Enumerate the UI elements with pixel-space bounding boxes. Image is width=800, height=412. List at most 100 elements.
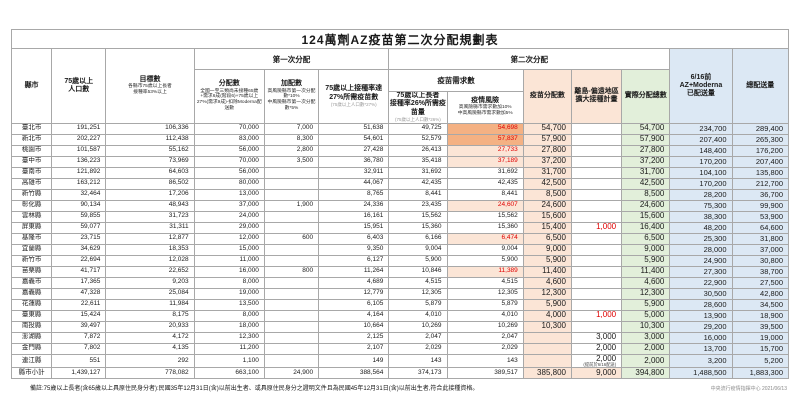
col-header-island: 離島-偏遠地區 擴大接種計畫 [570,69,623,124]
table-row: 南投縣 39,497 20,933 18,000 10,664 10,269 10,269 1… [10,320,790,333]
cell-target: 31,311 [105,221,195,234]
cell-total: 15,700 [731,342,790,355]
cell-alloc2: 6,500 [522,232,572,245]
cell-target: 48,943 [105,199,195,212]
cell-pop: 163,212 [51,177,107,190]
cell-extra1 [263,188,320,201]
cell-name: 澎湖縣 [10,331,53,344]
cell-need26: 52,579 [388,133,448,146]
cell-need26: 10,269 [388,320,448,333]
cell-delivered: 3,200 [669,353,733,369]
cell-need27: 12,779 [318,287,390,300]
footnote: 備註:75歲以上長者(含65歲以上具原住民身分者):民國35年12月31日(含)… [30,386,479,392]
cell-alloc1: 12,000 [193,232,265,245]
cell-island [570,166,623,179]
cell-need27: 24,336 [318,199,390,212]
cell-need27: 4,689 [318,276,390,289]
cell-alloc2: 57,900 [522,133,572,146]
footer: 備註:75歲以上長者(含65歲以上具原住民身分者):民國35年12月31日(含)… [30,383,787,392]
page-title: 124萬劑AZ疫苗第二次分配規劃表 [11,29,789,49]
cell-island: 9,000 [570,367,623,380]
cell-alloc2: 9,000 [522,243,572,256]
cell-total: 1,883,300 [731,367,790,380]
cell-pop: 90,134 [51,199,107,212]
cell-actual: 5,900 [621,254,671,267]
risk-label: 疫情風險 [471,97,500,105]
cell-extra1: 3,500 [263,155,320,168]
cell-alloc1: 70,000 [193,155,265,168]
cell-name: 連江縣 [10,353,53,369]
cell-pop: 41,717 [51,265,107,278]
cell-pop: 121,892 [51,166,107,179]
cell-alloc1: 16,000 [193,265,265,278]
col-header-delivered: 6/16前 AZ+Moderna 已配送量 [669,48,733,124]
cell-alloc1: 80,000 [193,177,265,190]
cell-extra1: 600 [263,232,320,245]
cell-delivered: 1,488,500 [669,367,733,380]
cell-need27: 51,638 [318,122,390,135]
cell-risk: 5,879 [446,298,524,311]
cell-need27: 16,161 [318,210,390,223]
allocation-table-wrap: 124萬劑AZ疫苗第二次分配規劃表 縣市 75歲以上 人口數 目標數 各縣市75… [10,29,790,380]
cell-delivered: 170,200 [669,177,733,190]
cell-delivered: 28,200 [669,188,733,201]
col-header-alloc2: 疫苗分配數 [522,69,572,124]
cell-need26: 6,166 [388,232,448,245]
cell-need27: 6,127 [318,254,390,267]
need27-sublabel: (75歲以上人口數*27%) [330,101,377,107]
cell-total: 37,000 [731,243,790,256]
cell-extra1 [263,166,320,179]
cell-alloc1: 15,000 [193,243,265,256]
cell-island [570,177,623,190]
cell-delivered: 148,400 [669,144,733,157]
cell-extra1 [263,353,320,369]
cell-pop: 551 [51,353,107,369]
cell-island [570,133,623,146]
cell-extra1 [263,331,320,344]
table-row: 屏東縣 59,077 31,311 29,000 15,951 15,360 15,360 1… [10,221,790,234]
cell-alloc1: 663,100 [193,367,265,380]
cell-actual: 16,400 [621,221,671,234]
cell-target: 18,353 [105,243,195,256]
cell-risk: 6,474 [446,232,524,245]
cell-alloc2: 31,700 [522,166,572,179]
cell-island [570,320,623,333]
cell-alloc2 [522,342,572,355]
cell-target: 64,603 [105,166,195,179]
target-sublabel: 各縣市75歲以上長者 接種率53%以上 [128,83,172,95]
cell-extra1: 2,800 [263,144,320,157]
cell-name: 宜蘭縣 [10,243,53,256]
cell-alloc2: 4,600 [522,276,572,289]
cell-name: 基隆市 [10,232,53,245]
cell-extra1 [263,243,320,256]
cell-pop: 32,464 [51,188,107,201]
cell-delivered: 13,900 [669,309,733,322]
cell-alloc1: 12,300 [193,331,265,344]
cell-total: 289,400 [731,122,790,135]
cell-total: 31,800 [731,232,790,245]
cell-alloc2: 12,300 [522,287,572,300]
group-header-demand: 疫苗需求數 [388,69,524,92]
cell-target: 73,969 [105,155,195,168]
cell-total: 36,700 [731,188,790,201]
table-row: 臺東縣 15,424 8,175 8,000 4,164 4,010 4,010 4,000 1… [10,309,790,322]
cell-total: 34,500 [731,298,790,311]
cell-risk: 12,305 [446,287,524,300]
cell-island [570,144,623,157]
cell-actual: 5,900 [621,298,671,311]
cell-alloc2: 24,600 [522,199,572,212]
cell-delivered: 13,700 [669,342,733,355]
cell-island: 3,000 [570,331,623,344]
cell-need27: 54,601 [318,133,390,146]
col-header-actual: 實際分配總數 [621,69,671,124]
island-note: (提前於6/16配送) [583,361,617,367]
cell-need26: 12,305 [388,287,448,300]
cell-alloc2: 11,400 [522,265,572,278]
cell-total: 19,000 [731,331,790,344]
allocation-table: 124萬劑AZ疫苗第二次分配規劃表 縣市 75歲以上 人口數 目標數 各縣市75… [10,29,790,380]
cell-alloc1: 13,000 [193,188,265,201]
table-row: 嘉義縣 47,328 25,084 19,000 12,779 12,305 12,305 1… [10,287,790,300]
target-label: 目標數 [139,75,161,83]
cell-need26: 15,562 [388,210,448,223]
cell-alloc2: 385,800 [522,367,572,380]
